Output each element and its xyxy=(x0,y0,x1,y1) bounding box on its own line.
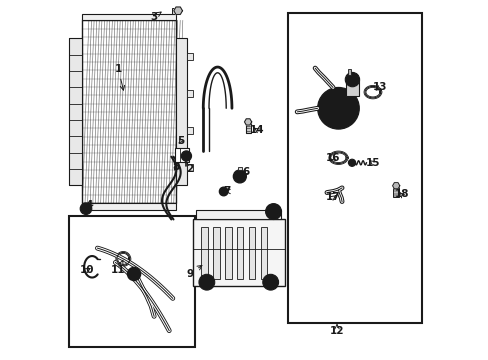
Circle shape xyxy=(317,87,359,129)
Circle shape xyxy=(348,159,355,166)
Text: 16: 16 xyxy=(325,153,340,163)
Circle shape xyxy=(219,187,227,196)
Bar xyxy=(171,8,179,14)
Text: 15: 15 xyxy=(365,158,379,168)
Text: 4: 4 xyxy=(86,200,93,210)
Text: 6: 6 xyxy=(242,167,249,177)
Bar xyxy=(192,220,285,286)
Circle shape xyxy=(345,72,359,87)
Bar xyxy=(196,211,281,220)
Text: 12: 12 xyxy=(329,324,344,336)
Polygon shape xyxy=(392,183,399,189)
Bar xyxy=(224,227,231,279)
Text: 2: 2 xyxy=(185,158,193,174)
Circle shape xyxy=(181,151,191,161)
Bar xyxy=(82,21,176,203)
Circle shape xyxy=(233,170,246,183)
Bar xyxy=(213,227,219,279)
Bar xyxy=(187,53,192,60)
Text: 1: 1 xyxy=(114,64,124,90)
Circle shape xyxy=(236,173,243,180)
Circle shape xyxy=(265,204,281,220)
Bar xyxy=(248,227,255,279)
Text: 7: 7 xyxy=(223,186,230,197)
Bar xyxy=(82,14,176,21)
Text: 13: 13 xyxy=(372,82,386,93)
Bar xyxy=(69,216,195,347)
Bar xyxy=(176,39,187,185)
Bar xyxy=(187,127,192,134)
Bar xyxy=(69,39,82,185)
Text: 3: 3 xyxy=(150,12,161,22)
Bar xyxy=(345,80,359,96)
Circle shape xyxy=(83,206,89,212)
Text: 8: 8 xyxy=(172,162,180,172)
Bar xyxy=(201,227,207,279)
Circle shape xyxy=(80,203,92,215)
Bar xyxy=(260,227,266,279)
Circle shape xyxy=(199,274,214,290)
Bar xyxy=(237,227,243,279)
Text: 17: 17 xyxy=(325,192,340,202)
Polygon shape xyxy=(174,7,182,14)
Text: 10: 10 xyxy=(79,265,94,275)
Polygon shape xyxy=(244,119,251,125)
Bar xyxy=(238,167,241,170)
Bar xyxy=(245,123,250,134)
Circle shape xyxy=(127,267,140,280)
Bar xyxy=(348,69,351,75)
Bar xyxy=(187,164,192,171)
Circle shape xyxy=(262,274,278,290)
Bar xyxy=(174,148,188,162)
Text: 18: 18 xyxy=(393,189,408,199)
Bar xyxy=(187,90,192,97)
Circle shape xyxy=(323,93,353,123)
Bar xyxy=(82,203,176,210)
Text: 11: 11 xyxy=(111,260,125,275)
Bar xyxy=(392,186,398,197)
Bar xyxy=(287,13,421,323)
Text: 9: 9 xyxy=(186,265,202,279)
Text: 5: 5 xyxy=(177,136,184,145)
Circle shape xyxy=(268,207,278,216)
Text: 14: 14 xyxy=(249,125,264,135)
